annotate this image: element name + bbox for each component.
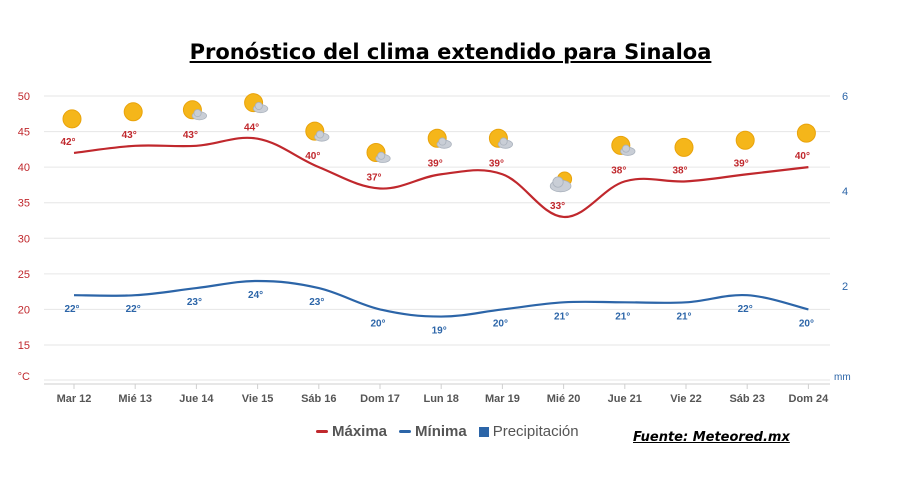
y-unit-label: °C [18,371,30,383]
sun-shape [62,109,82,129]
x-tick-label: Jue 21 [608,393,642,405]
sun-shape [796,123,816,143]
sun-cloud-icon [427,128,452,149]
cloud-shape [552,176,564,188]
max-data-label: 43° [122,130,137,141]
legend-swatch-precip [478,426,489,437]
y-tick-label: 35 [18,198,30,210]
sun-cloud-icon [611,135,636,156]
y2-tick-label: 4 [842,186,848,198]
y2-tick-label: 6 [842,91,848,103]
x-tick-label: Dom 17 [360,393,400,405]
min-data-label: 23° [309,297,324,308]
sun-cloud-icon [366,142,391,163]
axes: 50 45 40 35 30 25 20 15 °C 6 4 2 mm Mar 12 Mié 13 Jue 1… [18,91,851,405]
sun-cloud-icon [244,93,269,114]
min-data-label: 23° [187,297,202,308]
max-data-label: 40° [305,151,320,162]
cloud-shape [193,109,202,118]
legend-label-max: Máxima [332,423,388,440]
min-data-label: 20° [799,318,814,329]
y-tick-label: 40 [18,162,30,174]
y-tick-label: 50 [18,91,30,103]
sun-cloud-icon [305,121,330,142]
cloud-shape [622,144,631,153]
x-tick-label: Jue 14 [179,393,214,405]
y-tick-label: 20 [18,304,30,316]
max-data-label: 38° [611,165,626,176]
x-tick-label: Lun 18 [423,393,458,405]
x-tick-label: Vie 22 [670,393,702,405]
cloud-shape [438,137,447,146]
cloud-sun-icon [549,171,573,193]
min-data-label: 22° [126,304,141,315]
max-data-label: 44° [244,123,259,134]
sun-icon [674,137,694,157]
x-tick-label: Mar 19 [485,393,520,405]
y-tick-label: 45 [18,127,30,139]
x-tick-label: Mié 20 [547,393,581,405]
y2-unit-label: mm [834,372,851,383]
min-data-label: 24° [248,290,263,301]
x-tick-label: Sáb 16 [301,393,336,405]
data-labels: 42° 43° 43° 44° 40° 37° 39° 39° 33° 38° 38° 39° 40° 2… [60,123,814,337]
sun-shape [674,137,694,157]
sun-icon [123,102,143,122]
x-tick-label: Mié 13 [118,393,152,405]
y2-tick-label: 2 [842,281,848,293]
min-data-label: 22° [738,304,753,315]
cloud-shape [254,101,263,110]
cloud-shape [315,130,324,139]
cloud-shape [377,151,386,160]
sun-shape [123,102,143,122]
legend-swatch-max [316,430,328,433]
min-data-label: 20° [493,318,508,329]
max-data-label: 38° [672,165,687,176]
y-tick-label: 30 [18,233,30,245]
min-data-label: 21° [676,311,691,322]
x-tick-label: Vie 15 [242,393,274,405]
y-tick-label: 15 [18,340,30,352]
x-tick-label: Mar 12 [57,393,92,405]
max-data-label: 39° [428,158,443,169]
max-data-label: 37° [366,172,381,183]
sun-shape [735,130,755,150]
series-line-min [73,279,809,318]
x-tick-label: Dom 24 [789,393,830,405]
y-tick-label: 25 [18,269,30,281]
min-data-label: 19° [432,326,447,337]
max-data-label: 33° [550,201,565,212]
legend-swatch-min [399,430,412,433]
sun-cloud-icon [182,100,207,121]
min-data-label: 21° [554,311,569,322]
max-data-label: 42° [60,137,75,148]
legend-item-min[interactable]: Mínima [399,423,467,440]
legend-item-precip[interactable]: Precipitación [478,423,579,440]
sun-icon [62,109,82,129]
legend: Máxima Mínima Precipitación [316,423,579,440]
sun-icon [735,130,755,150]
x-tick-label: Sáb 23 [729,393,764,405]
legend-label-min: Mínima [415,423,467,440]
max-data-label: 40° [795,151,810,162]
sun-icon [796,123,816,143]
legend-item-max[interactable]: Máxima [316,423,387,440]
max-data-label: 39° [489,158,504,169]
cloud-shape [499,137,508,146]
legend-label-precip: Precipitación [492,423,579,440]
source-credit: Fuente: Meteored.mx [633,430,790,445]
min-data-label: 21° [615,311,630,322]
series-lines [73,136,809,318]
chart-title: Pronóstico del clima extendido para Sina… [189,40,712,64]
sun-cloud-icon [488,128,513,149]
max-data-label: 39° [734,158,749,169]
weather-icons [62,93,816,193]
min-data-label: 20° [370,318,385,329]
max-data-label: 43° [183,130,198,141]
series-line-max [73,136,809,219]
min-data-label: 22° [64,304,79,315]
